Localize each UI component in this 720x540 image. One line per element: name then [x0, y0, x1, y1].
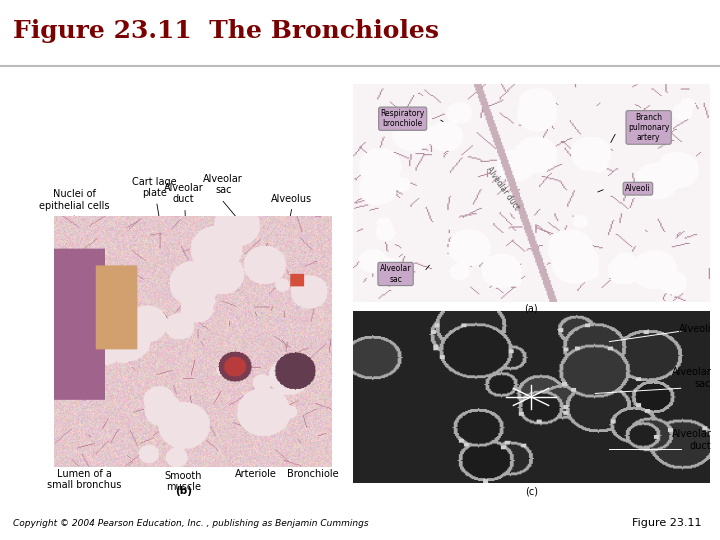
Text: Alveolar
sac: Alveolar sac: [380, 264, 411, 284]
Text: Lumen of a
small bronchus: Lumen of a small bronchus: [47, 469, 122, 490]
Text: Figure 23.11  The Bronchioles: Figure 23.11 The Bronchioles: [13, 19, 439, 43]
Text: Nuclei of
epithelial cells: Nuclei of epithelial cells: [39, 189, 109, 211]
Text: Smooth
muscle: Smooth muscle: [165, 471, 202, 492]
Text: Figure 23.11: Figure 23.11: [632, 518, 702, 528]
Text: Alveolar duct: Alveolar duct: [485, 165, 521, 212]
Text: Branch
pulmonary
artery: Branch pulmonary artery: [628, 112, 670, 143]
Text: Arteriole: Arteriole: [235, 469, 276, 479]
Text: Copyright © 2004 Pearson Education, Inc. , publishing as Benjamin Cummings: Copyright © 2004 Pearson Education, Inc.…: [13, 519, 369, 528]
Text: Alveolus: Alveolus: [271, 194, 312, 204]
Text: (b): (b): [175, 486, 192, 496]
Text: (a): (a): [525, 303, 538, 314]
Text: (c): (c): [525, 486, 538, 496]
Text: Alveolar
sac: Alveolar sac: [672, 367, 711, 389]
Text: Respiratory
bronchiole: Respiratory bronchiole: [381, 109, 425, 129]
Text: Alveolar
sac: Alveolar sac: [203, 174, 243, 195]
Text: Alveoli: Alveoli: [679, 325, 711, 334]
Text: Alveoli: Alveoli: [625, 184, 651, 193]
Text: Bronchiole: Bronchiole: [287, 469, 339, 479]
Text: Alveolar
duct: Alveolar duct: [672, 429, 711, 451]
Text: Alveolar
duct: Alveolar duct: [163, 183, 204, 204]
Text: Cart lage
plate: Cart lage plate: [132, 177, 177, 198]
